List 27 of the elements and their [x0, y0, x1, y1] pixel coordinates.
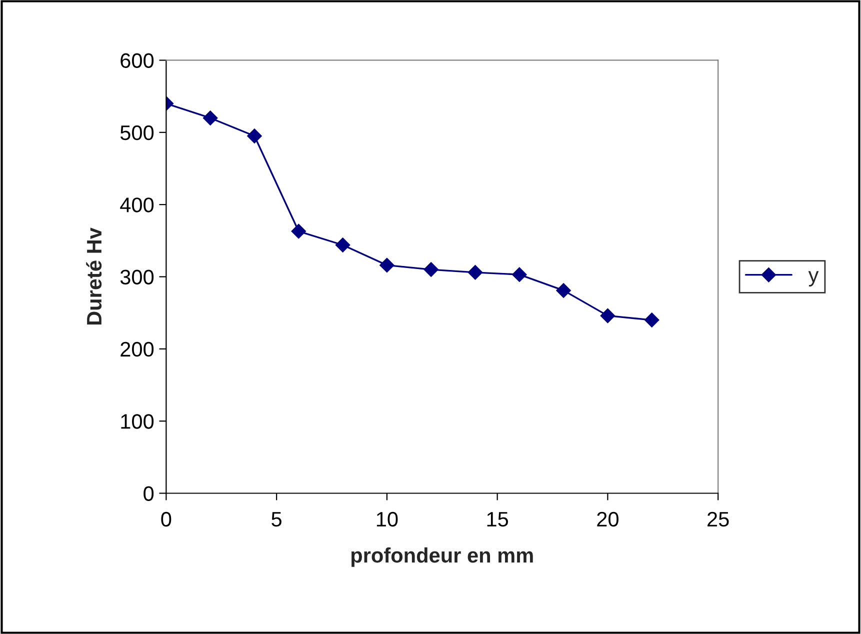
y-tick-label: 500 [120, 125, 154, 140]
point [247, 128, 262, 144]
x-tick-label: 25 [708, 512, 729, 527]
y-axis-title: Dureté Hv [86, 228, 102, 325]
point [600, 308, 616, 324]
x-tick-label: 10 [376, 512, 398, 527]
x-tick-label: 0 [161, 512, 172, 527]
point [202, 110, 218, 126]
point [291, 224, 306, 239]
y-tick-label: 300 [120, 270, 154, 284]
x-axis-title: profondeur en mm [351, 547, 533, 567]
point [335, 238, 350, 252]
point [424, 262, 438, 277]
x-tick-label: 5 [272, 512, 282, 527]
point [556, 283, 571, 298]
y-tick-label: 400 [120, 198, 154, 212]
point [512, 267, 527, 282]
point [644, 312, 660, 328]
y-tick-label: 200 [120, 342, 154, 357]
point [468, 265, 483, 280]
x-tick-label: 15 [487, 512, 508, 527]
x-tick-label: 20 [597, 512, 618, 527]
legend-label: y [808, 271, 819, 286]
y-tick-label: 600 [120, 53, 154, 68]
y-tick-label: 0 [144, 486, 154, 502]
point [380, 258, 394, 273]
y-tick-label: 100 [121, 414, 154, 429]
